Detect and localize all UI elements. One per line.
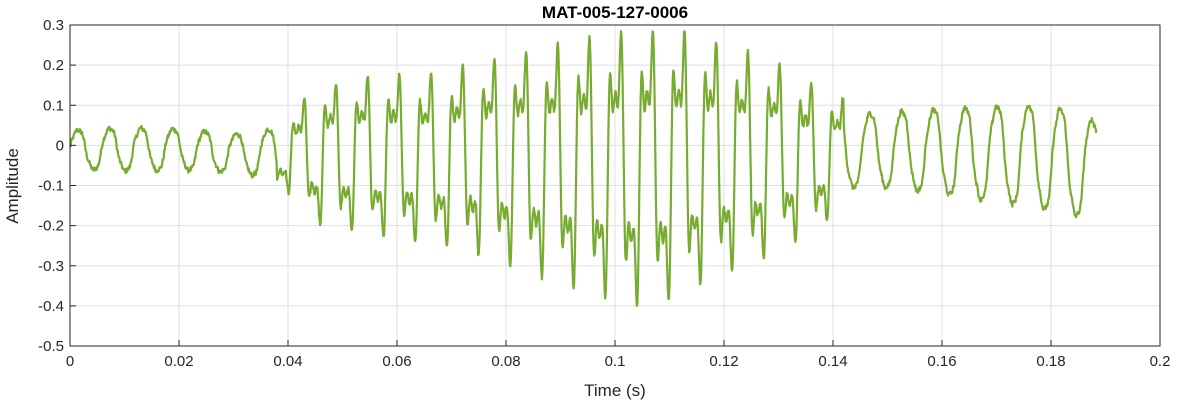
x-tick-label: 0.14: [818, 353, 847, 370]
x-tick-label: 0.18: [1036, 353, 1065, 370]
x-tick-label: 0.12: [709, 353, 738, 370]
x-tick-label: 0.2: [1150, 353, 1171, 370]
x-tick-label: 0.1: [605, 353, 626, 370]
series-line: [69, 30, 1098, 307]
y-axis-label: Amplitude: [3, 148, 22, 224]
series-group: [69, 30, 1098, 307]
y-tick-label: -0.2: [38, 218, 64, 235]
y-tick-label: 0: [56, 137, 64, 154]
x-axis: 0 0.02 0.04 0.06 0.08 0.1 0.12 0.14 0.16 0.18 0.2: [66, 340, 1171, 370]
x-axis-label: Time (s): [584, 381, 646, 400]
x-tick-label: 0.04: [273, 353, 302, 370]
x-tick-label: 0: [66, 353, 74, 370]
grid: [69, 24, 1161, 347]
x-tick-label: 0.02: [164, 353, 193, 370]
y-tick-label: 0.1: [43, 97, 64, 114]
x-tick-label: 0.06: [382, 353, 411, 370]
y-tick-label: 0.2: [43, 57, 64, 74]
x-tick-label: 0.16: [927, 353, 956, 370]
y-tick-label: -0.3: [38, 258, 64, 275]
y-tick-label: -0.1: [38, 178, 64, 195]
y-tick-label: -0.4: [38, 298, 64, 315]
y-tick-label: -0.5: [38, 338, 64, 355]
chart-title: MAT-005-127-0006: [542, 3, 688, 22]
x-tick-label: 0.08: [491, 353, 520, 370]
y-tick-label: 0.3: [43, 17, 64, 34]
y-axis: 0.3 0.2 0.1 0 -0.1 -0.2 -0.3 -0.4 -0.5: [38, 17, 76, 355]
